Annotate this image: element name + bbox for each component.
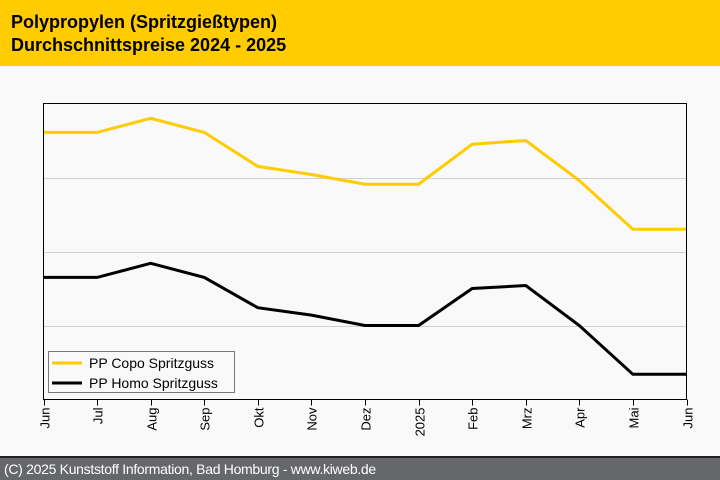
x-axis: Jun Jul Aug Sep Okt Nov Dez 2025 Feb Mrz Apr Mai Jun [38,399,696,437]
gridlines [43,178,687,327]
x-tick-label: Jun [681,408,696,429]
chart-subtitle: Durchschnittspreise 2024 - 2025 [11,35,287,55]
x-tick-label: Sep [198,408,213,431]
x-tick-label: Aug [145,408,160,431]
legend-box [48,351,235,393]
legend: PP Copo Spritzguss PP Homo Spritzguss [48,351,235,393]
series-line-copo [43,116,687,231]
x-tick-label: Jul [91,407,106,424]
line-chart: Jun Jul Aug Sep Okt Nov Dez 2025 Feb Mrz Apr Mai Jun… [38,103,696,437]
footer-bar: (C) 2025 Kunststoff Information, Bad Hom… [0,456,720,480]
legend-label-copo: PP Copo Spritzguss [89,355,214,371]
header-banner: Polypropylen (Spritzgießtypen) Durchschn… [0,0,720,66]
copyright-text: (C) 2025 Kunststoff Information, Bad Hom… [4,461,376,477]
series-lines [43,116,687,376]
x-tick-label: 2025 [413,408,428,437]
x-tick-label: Dez [359,408,374,431]
x-tick-label: Mrz [520,408,535,430]
x-tick-label: Jun [38,408,53,429]
chart-title: Polypropylen (Spritzgießtypen) [11,12,278,32]
x-tick-label: Okt [252,407,267,428]
x-tick-label: Feb [466,408,481,430]
x-tick-label: Mai [627,407,642,428]
x-tick-label: Apr [573,407,588,428]
x-tick-label: Nov [305,407,320,431]
legend-label-homo: PP Homo Spritzguss [89,375,218,391]
